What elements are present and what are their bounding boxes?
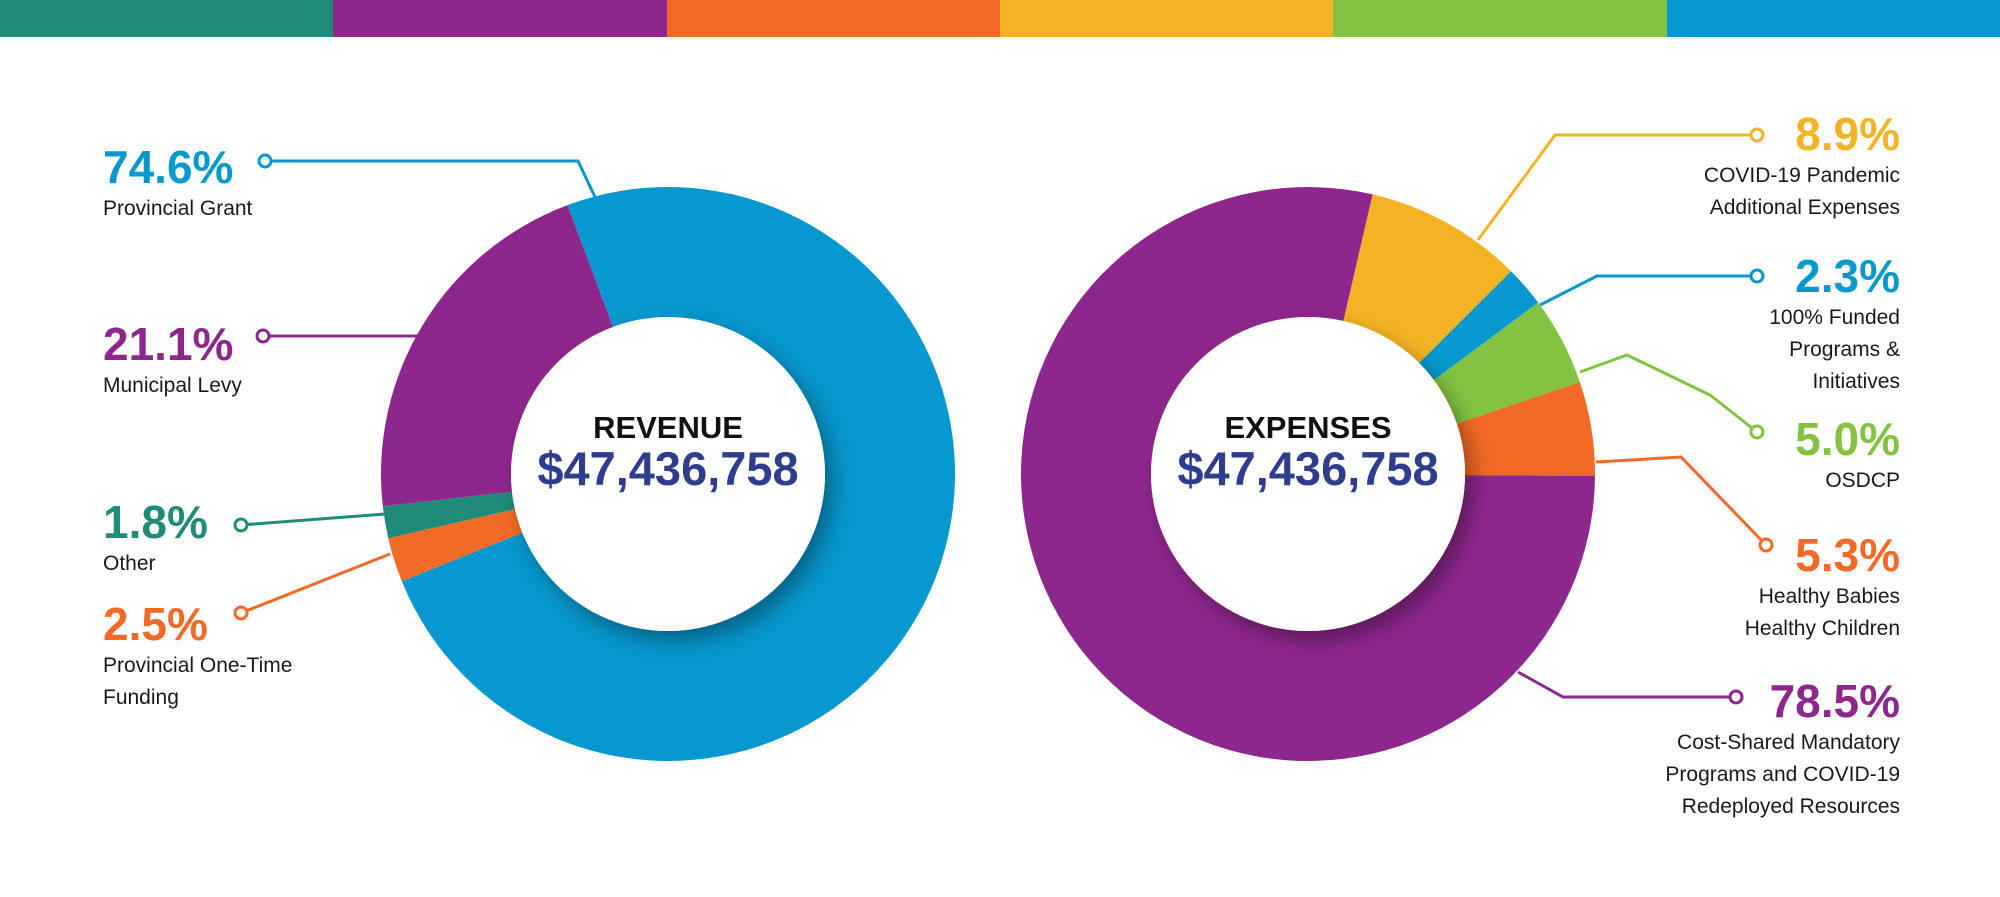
leader-line (240, 552, 391, 615)
center-value: $47,436,758 (1177, 442, 1438, 495)
center-value: $47,436,758 (537, 442, 798, 495)
callout-cost-shared-mandatory-programs-and-covid-19-redeployed-resources: 78.5%Cost-Shared Mandatory Programs and C… (1517, 670, 1900, 818)
color-bar-segment-3 (999, 0, 1334, 37)
percent-label: 21.1% (103, 318, 233, 370)
color-bar-segment-5 (1666, 0, 2000, 37)
slice-100-funded-programs-initiatives (1419, 271, 1539, 381)
leader-dot (233, 605, 249, 621)
leader-dot (1749, 127, 1765, 143)
donut-hole (1151, 317, 1465, 631)
leader-line (1517, 670, 1736, 699)
category-label: Healthy Babies Healthy Children (1745, 585, 1900, 640)
callout-provincial-grant: 74.6% Provincial Grant (103, 141, 597, 220)
callout-osdcp: 5.0% OSDCP (1579, 353, 1900, 492)
slice-covid-19-pandemic-additional-expenses (1343, 194, 1512, 364)
donut-chart-revenue: REVENUE$47,436,758 (381, 187, 956, 761)
leader-dot (255, 328, 271, 344)
leader-line (1595, 455, 1768, 547)
category-label: OSDCP (1825, 469, 1900, 492)
top-color-bar (0, 0, 2000, 37)
slice-provincial-one-time-funding (388, 509, 523, 582)
callout-100-funded-programs-initiatives: 2.3%100% Funded Programs & Initiatives (1539, 250, 1900, 393)
donut-hole (511, 317, 825, 631)
slice-other (382, 491, 515, 539)
callout-covid-19-pandemic-additional-expenses: 8.9%COVID-19 Pandemic Additional Expenses (1476, 108, 1900, 241)
percent-label: 74.6% (103, 141, 233, 193)
percent-label: 78.5% (1770, 675, 1900, 727)
callout-other: 1.8% Other (103, 496, 387, 575)
category-label: Cost-Shared Mandatory Programs and COVID-… (1665, 731, 1900, 818)
color-bar-segment-4 (1333, 0, 1667, 37)
leader-line (240, 512, 387, 527)
slice-osdcp (1433, 302, 1580, 424)
leader-dot (1728, 689, 1744, 705)
slice-provincial-grant (401, 187, 956, 761)
percent-label: 5.0% (1795, 413, 1900, 465)
callout-provincial-one-time-funding: 2.5%Provincial One-Time Funding (103, 552, 391, 709)
center-title: EXPENSES (1224, 410, 1391, 445)
leader-dot (257, 153, 273, 169)
leader-line (1579, 353, 1758, 434)
callout-healthy-babies-healthy-children: 5.3%Healthy Babies Healthy Children (1595, 455, 1900, 640)
leader-line (265, 159, 597, 198)
leader-line (1539, 274, 1757, 307)
percent-label: 2.3% (1795, 250, 1900, 302)
category-label: COVID-19 Pandemic Additional Expenses (1704, 164, 1900, 219)
leader-dot (1749, 424, 1765, 440)
leader-line (1476, 133, 1757, 241)
callout-municipal-levy: 21.1% Municipal Levy (103, 318, 420, 397)
slice-cost-shared-mandatory-programs-and-covid-19-redeployed-resources (1020, 186, 1595, 761)
percent-label: 5.3% (1795, 529, 1900, 581)
color-bar-segment-1 (333, 0, 667, 37)
percent-label: 8.9% (1795, 108, 1900, 160)
category-label: Provincial One-Time Funding (103, 654, 292, 709)
leader-dot (1749, 268, 1765, 284)
percent-label: 2.5% (103, 598, 208, 650)
slice-healthy-babies-healthy-children (1456, 382, 1596, 477)
category-label: Other (103, 552, 156, 575)
color-bar-segment-2 (666, 0, 1000, 37)
category-label: Provincial Grant (103, 197, 253, 220)
category-label: Municipal Levy (103, 374, 242, 397)
center-title: REVENUE (593, 410, 743, 445)
donut-chart-expenses: EXPENSES$47,436,758 (1020, 186, 1596, 761)
percent-label: 1.8% (103, 496, 208, 548)
category-label: 100% Funded Programs & Initiatives (1769, 306, 1900, 393)
slice-municipal-levy (381, 205, 614, 507)
leader-dot (1758, 537, 1774, 553)
color-bar-segment-0 (0, 0, 334, 37)
leader-dot (233, 517, 249, 533)
